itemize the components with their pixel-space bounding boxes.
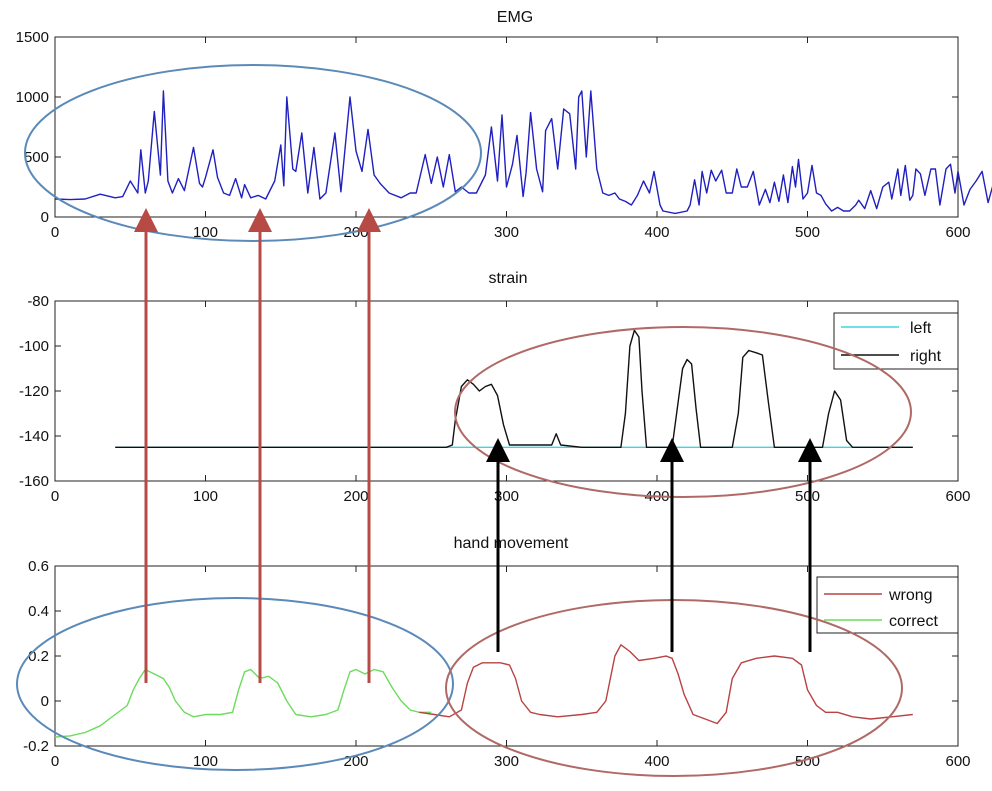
emg-xtick-label-6: 600 bbox=[945, 224, 970, 241]
hand-xtick-label-1: 100 bbox=[193, 753, 218, 770]
emg-ytick-label-1: 500 bbox=[24, 149, 49, 166]
strain-legend: left right bbox=[833, 312, 959, 370]
strain-series bbox=[115, 329, 913, 448]
legend-label-wrong: wrong bbox=[888, 587, 933, 604]
hand-legend: wrong correct bbox=[816, 576, 959, 634]
black-arrows bbox=[486, 438, 822, 652]
emg-ytick-label-3: 1500 bbox=[16, 29, 49, 46]
strain-xtick-label-2: 200 bbox=[343, 488, 368, 505]
emg-correct-region-ellipse bbox=[24, 64, 482, 242]
hand-xtick-label-4: 400 bbox=[644, 753, 669, 770]
emg-title: EMG bbox=[497, 9, 533, 26]
hand-ytick-label-3: 0.4 bbox=[28, 603, 49, 620]
hand-ytick-label-2: 0.2 bbox=[28, 648, 49, 665]
emg-xtick-label-0: 0 bbox=[51, 224, 59, 241]
hand-movement-plot: hand movement 0 100 200 300 400 500 600-0.200.… bbox=[23, 535, 970, 770]
emg-series-signal-line bbox=[54, 90, 992, 215]
hand-series-correct-line bbox=[54, 668, 432, 738]
emg-xtick-label-1: 100 bbox=[193, 224, 218, 241]
hand-legend-box bbox=[816, 576, 959, 634]
strain-xtick-label-1: 100 bbox=[193, 488, 218, 505]
hand-series bbox=[54, 644, 913, 738]
hand-ytick-label-1: 0 bbox=[41, 693, 49, 710]
strain-xtick-label-5: 500 bbox=[795, 488, 820, 505]
strain-legend-box bbox=[833, 312, 959, 370]
strain-xtick-label-3: 300 bbox=[494, 488, 519, 505]
hand-ytick-label-4: 0.6 bbox=[28, 558, 49, 575]
hand-xtick-label-0: 0 bbox=[51, 753, 59, 770]
emg-axes-frame bbox=[54, 36, 959, 218]
strain-plot: strain 0 100 200 300 400 500 600-80-100-120-14… bbox=[19, 270, 971, 505]
strain-ytick-label-3: -140 bbox=[19, 428, 49, 445]
strain-ytick-label-1: -100 bbox=[19, 338, 49, 355]
strain-ytick-label-2: -120 bbox=[19, 383, 49, 400]
strain-ticks: 0 100 200 300 400 500 600-80-100-120-140-160 bbox=[19, 293, 971, 505]
hand-series-wrong-line bbox=[419, 644, 913, 725]
hand-wrong-region-ellipse bbox=[445, 599, 903, 777]
legend-label-correct: correct bbox=[889, 613, 938, 630]
strain-axes-frame bbox=[54, 300, 959, 482]
hand-correct-region-ellipse bbox=[16, 597, 454, 771]
emg-xtick-label-3: 300 bbox=[494, 224, 519, 241]
hand-movement-title: hand movement bbox=[454, 535, 569, 552]
emg-xtick-label-4: 400 bbox=[644, 224, 669, 241]
strain-xtick-label-0: 0 bbox=[51, 488, 59, 505]
strain-wrong-region-ellipse bbox=[454, 326, 912, 498]
hand-ticks: 0 100 200 300 400 500 600-0.200.20.40.6 bbox=[23, 558, 970, 770]
hand-ytick-label-0: -0.2 bbox=[23, 738, 49, 755]
strain-ytick-label-4: -160 bbox=[19, 473, 49, 490]
emg-ytick-label-0: 0 bbox=[41, 209, 49, 226]
hand-xtick-label-6: 600 bbox=[945, 753, 970, 770]
strain-xtick-label-6: 600 bbox=[945, 488, 970, 505]
strain-series-right-line bbox=[115, 329, 913, 448]
legend-label-right: right bbox=[910, 348, 942, 365]
legend-label-left: left bbox=[910, 320, 932, 337]
emg-series bbox=[54, 90, 992, 215]
strain-ytick-label-0: -80 bbox=[27, 293, 49, 310]
emg-xtick-label-5: 500 bbox=[795, 224, 820, 241]
emg-ytick-label-2: 1000 bbox=[16, 89, 49, 106]
hand-xtick-label-3: 300 bbox=[494, 753, 519, 770]
red-arrows bbox=[134, 208, 381, 683]
strain-title: strain bbox=[488, 270, 527, 287]
